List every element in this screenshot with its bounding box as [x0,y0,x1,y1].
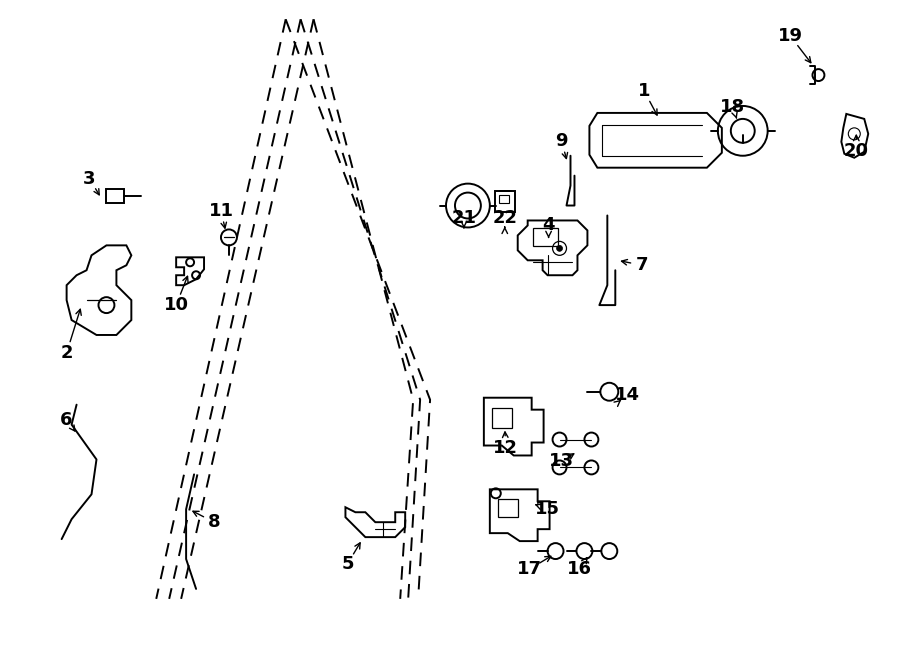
Text: 15: 15 [536,500,560,518]
Text: 9: 9 [555,132,568,150]
Text: 1: 1 [638,82,651,100]
Text: 4: 4 [543,216,554,235]
Text: 6: 6 [60,410,73,428]
Text: 17: 17 [518,560,542,578]
Text: 2: 2 [60,344,73,362]
Text: 7: 7 [636,256,648,274]
Circle shape [556,245,562,251]
Text: 14: 14 [615,386,640,404]
Text: 8: 8 [208,513,220,531]
Text: 10: 10 [164,296,189,314]
Text: 13: 13 [549,452,574,471]
Text: 12: 12 [493,438,518,457]
Text: 20: 20 [844,141,868,160]
Text: 22: 22 [492,210,517,227]
Text: 21: 21 [452,210,476,227]
Text: 18: 18 [720,98,745,116]
Text: 16: 16 [567,560,592,578]
Text: 11: 11 [209,202,233,219]
Text: 5: 5 [341,555,354,573]
Text: 19: 19 [778,27,803,45]
Text: 3: 3 [84,170,95,188]
